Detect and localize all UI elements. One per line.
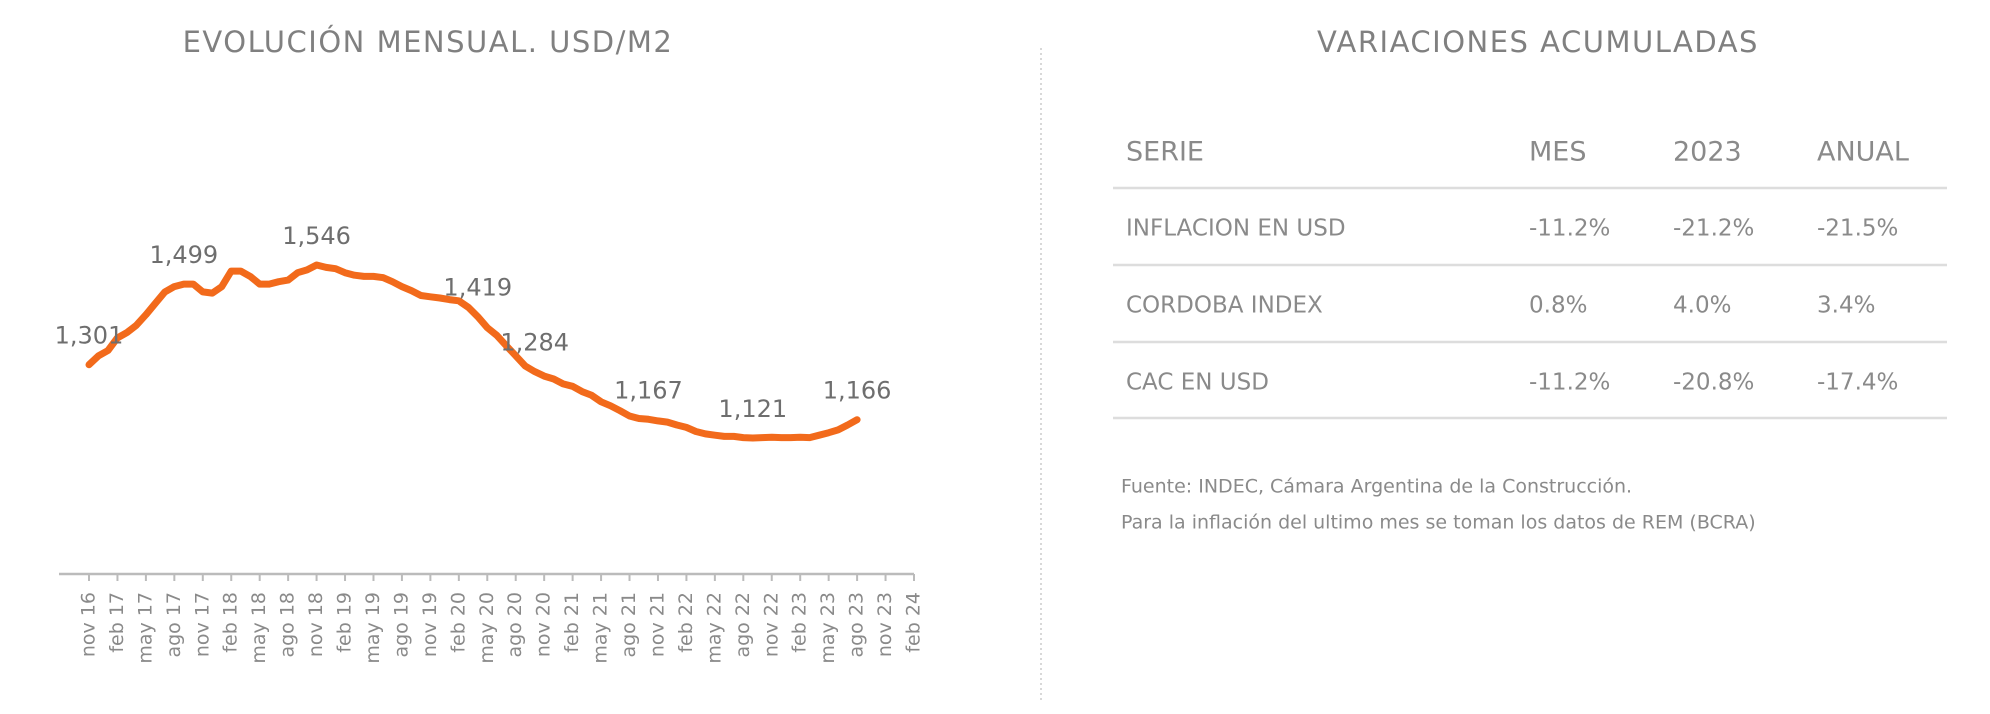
x-tick-label: nov 23 <box>874 592 896 657</box>
x-tick-label: ago 21 <box>618 592 640 658</box>
x-tick-label: feb 22 <box>675 592 697 653</box>
table-header: SERIE <box>1126 137 1204 168</box>
x-tick-label: nov 22 <box>760 592 782 657</box>
x-tick-label: nov 19 <box>419 592 441 657</box>
data-label: 1,301 <box>55 322 124 350</box>
x-tick-label: nov 20 <box>533 592 555 657</box>
table-cell: 3.4% <box>1817 293 1875 319</box>
table-header: 2023 <box>1673 137 1742 168</box>
x-tick-label: may 19 <box>362 592 384 664</box>
table-header: MES <box>1529 137 1587 168</box>
table-cell: INFLACION EN USD <box>1126 216 1346 242</box>
x-tick-label: may 21 <box>590 592 612 664</box>
chart-title: EVOLUCIÓN MENSUAL. USD/M2 <box>183 25 674 59</box>
note: Fuente: INDEC, Cámara Argentina de la Co… <box>1121 476 1632 498</box>
table-cell: -21.2% <box>1673 216 1754 242</box>
x-tick-label: nov 21 <box>646 592 668 657</box>
x-tick-label: feb 24 <box>903 592 925 653</box>
x-tick-label: ago 18 <box>277 592 299 658</box>
x-tick-label: ago 20 <box>504 592 526 658</box>
x-tick-label: ago 22 <box>732 592 754 658</box>
x-tick-label: may 20 <box>476 592 498 664</box>
x-tick-label: ago 19 <box>390 592 412 658</box>
x-tick-label: ago 17 <box>163 592 185 658</box>
x-tick-label: nov 16 <box>78 592 100 657</box>
table-header: ANUAL <box>1817 137 1909 168</box>
table-cell: CORDOBA INDEX <box>1126 293 1323 319</box>
x-tick-label: may 22 <box>703 592 725 664</box>
data-label: 1,546 <box>282 222 351 250</box>
x-tick-label: feb 18 <box>220 592 242 653</box>
table-cell: -20.8% <box>1673 370 1754 396</box>
x-tick-label: may 23 <box>817 592 839 664</box>
data-label: 1,166 <box>823 377 892 405</box>
x-tick-label: may 17 <box>134 592 156 664</box>
table-cell: CAC EN USD <box>1126 370 1269 396</box>
data-label: 1,121 <box>718 395 787 423</box>
x-tick-label: feb 21 <box>561 592 583 653</box>
table-cell: -21.5% <box>1817 216 1898 242</box>
data-label: 1,167 <box>614 376 683 404</box>
x-tick-label: nov 17 <box>191 592 213 657</box>
note: Para la inflación del ultimo mes se toma… <box>1121 512 1756 534</box>
data-label: 1,419 <box>443 274 512 302</box>
x-tick-label: feb 17 <box>106 592 128 653</box>
data-label: 1,284 <box>500 329 569 357</box>
x-tick-label: ago 23 <box>846 592 868 658</box>
x-tick-label: feb 19 <box>334 592 356 653</box>
table-cell: -17.4% <box>1817 370 1898 396</box>
x-tick-label: nov 18 <box>305 592 327 657</box>
x-tick-label: feb 20 <box>447 592 469 653</box>
table-cell: -11.2% <box>1529 370 1610 396</box>
table-title: VARIACIONES ACUMULADAS <box>1317 25 1759 59</box>
table-cell: 4.0% <box>1673 293 1731 319</box>
x-tick-label: feb 23 <box>789 592 811 653</box>
x-tick-label: may 18 <box>248 592 270 664</box>
table-cell: 0.8% <box>1529 293 1587 319</box>
table-cell: -11.2% <box>1529 216 1610 242</box>
line <box>85 261 861 442</box>
data-label: 1,499 <box>149 241 218 269</box>
